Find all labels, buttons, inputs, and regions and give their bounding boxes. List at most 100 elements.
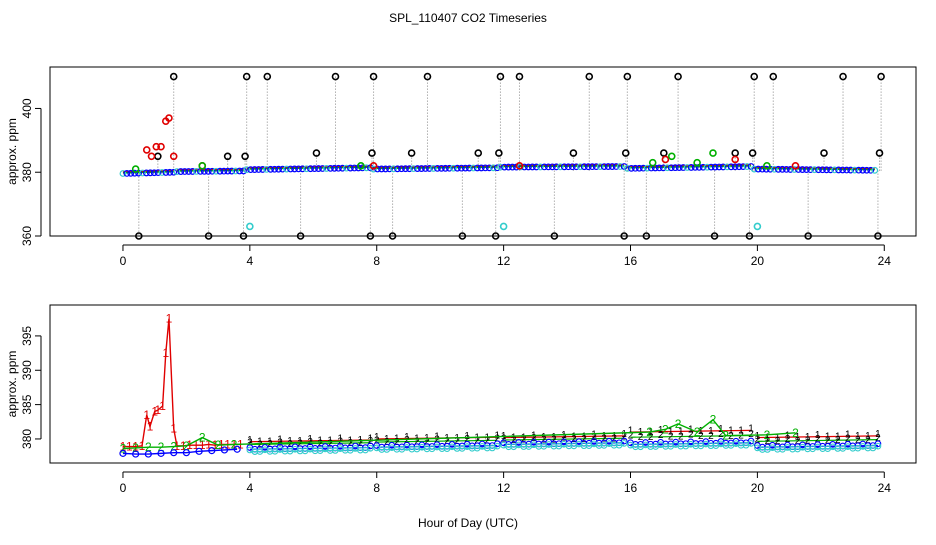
series-point-2: 2 (132, 441, 139, 455)
series-point-2: 2 (662, 422, 669, 436)
blue-point (715, 163, 723, 171)
series-point-1: 1 (151, 404, 158, 418)
blue-point (267, 165, 275, 173)
red-point (791, 162, 800, 170)
blue-point (770, 165, 778, 173)
blue-point (127, 169, 135, 177)
red-point (165, 114, 173, 122)
green-point (131, 165, 140, 173)
band-marker: 2 (865, 435, 871, 446)
blue-point (616, 163, 624, 170)
blue-point (754, 165, 762, 173)
green-trace (754, 167, 875, 171)
band-point (341, 446, 349, 454)
band-marker: 2 (551, 434, 557, 445)
blue-point (236, 167, 243, 175)
band-marker: 1 (795, 432, 801, 443)
band-point (874, 440, 882, 448)
blue-point (517, 163, 524, 171)
black-point (491, 232, 500, 240)
band-point (423, 445, 431, 453)
blue-point (343, 164, 350, 172)
band-point (565, 442, 573, 450)
black-point (745, 232, 754, 240)
band-marker: 1 (611, 431, 617, 442)
black-point (407, 149, 416, 157)
band-marker: 1 (845, 430, 851, 441)
series-point-1: 1 (155, 403, 162, 417)
black-point (423, 72, 432, 81)
series-point-2: 2 (722, 429, 729, 443)
band-point (864, 444, 872, 452)
band-marker: 2 (384, 437, 390, 448)
blue-point (827, 166, 834, 174)
series-line-1 (122, 318, 241, 448)
band-point (520, 443, 528, 450)
band-point (468, 444, 476, 452)
series-point-3 (220, 446, 229, 454)
band-marker: 1 (748, 424, 754, 435)
band-point (849, 444, 857, 452)
band-point (311, 447, 319, 455)
series-point-1: 1 (132, 440, 139, 454)
band-marker: 2 (414, 436, 420, 447)
band-point (535, 443, 543, 450)
blue-point (457, 164, 465, 172)
blue-point (548, 163, 556, 171)
blue-point (311, 165, 318, 173)
band-line (249, 449, 371, 453)
band-marker: 2 (464, 434, 470, 445)
blue-point (786, 166, 794, 173)
blue-point (232, 167, 240, 175)
blue-point (469, 164, 477, 172)
bottom-y-tick-label: 385 (20, 394, 34, 414)
band-marker: 1 (374, 432, 380, 443)
series-point-2: 2 (231, 437, 238, 451)
figure-title: SPL_110407 CO2 Timeseries (389, 11, 547, 25)
blue-point (803, 166, 810, 173)
blue-point (839, 166, 847, 174)
blue-point (683, 164, 691, 171)
blue-point (564, 163, 572, 171)
band-point (296, 447, 304, 455)
series-point-3 (233, 445, 241, 453)
top-x-tick-label: 0 (120, 254, 127, 268)
band-point (595, 442, 603, 449)
band-marker: 2 (825, 435, 831, 446)
band-marker: 2 (775, 436, 781, 447)
blue-point (631, 164, 639, 172)
series-point-1: 1 (212, 438, 219, 452)
blue-point (544, 163, 552, 171)
series-point-2: 2 (183, 439, 190, 453)
band-marker: 2 (805, 436, 811, 447)
blue-point (319, 165, 326, 172)
band-marker: 2 (601, 434, 607, 445)
black-point (204, 232, 213, 240)
series-point-2: 2 (158, 440, 165, 454)
band-marker: 2 (678, 432, 684, 443)
band-marker: 2 (257, 439, 263, 450)
blue-point (612, 163, 620, 170)
blue-point (639, 164, 647, 172)
blue-point (608, 163, 616, 170)
band-point (677, 442, 685, 450)
band-marker: 2 (815, 434, 821, 445)
blue-point (623, 164, 631, 172)
band-marker: 1 (247, 435, 253, 446)
band-marker: 2 (474, 436, 480, 447)
band-point (874, 442, 882, 450)
bottom-x-tick-label: 4 (247, 481, 254, 495)
blue-point (445, 164, 453, 172)
blue-point (655, 164, 663, 172)
black-point (242, 72, 251, 81)
figure-xlabel: Hour of Day (UTC) (418, 516, 518, 530)
band-point (408, 445, 416, 453)
blue-point (667, 164, 675, 172)
band-marker: 2 (728, 431, 734, 442)
band-marker: 1 (698, 426, 704, 437)
black-point (569, 149, 578, 157)
band-marker: 2 (591, 432, 597, 443)
band-point (505, 443, 512, 451)
series-point-1: 1 (126, 440, 133, 454)
